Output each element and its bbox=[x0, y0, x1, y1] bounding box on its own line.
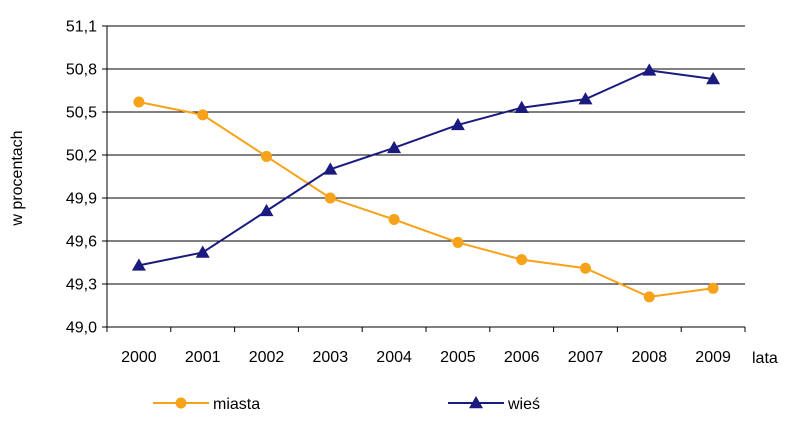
legend-marker-triangle bbox=[469, 396, 483, 409]
data-point-circle bbox=[388, 214, 400, 225]
data-point-triangle bbox=[387, 140, 402, 154]
axes bbox=[102, 25, 746, 332]
legend-entry: miasta bbox=[153, 396, 260, 413]
legend: miasta wieś bbox=[153, 396, 540, 413]
x-tick-label: 2004 bbox=[376, 349, 412, 366]
data-point-circle bbox=[452, 236, 464, 248]
series-line bbox=[138, 100, 714, 298]
data-point-circle bbox=[707, 282, 719, 294]
legend-label: miasta bbox=[213, 396, 260, 413]
data-point-circle bbox=[133, 96, 145, 108]
x-tick-label: 2003 bbox=[313, 349, 349, 366]
y-axis-label: w procentach bbox=[9, 130, 26, 226]
y-tick-label: 49,6 bbox=[66, 234, 97, 251]
data-point-triangle bbox=[450, 117, 465, 131]
data-point-circle bbox=[516, 254, 528, 266]
data-point-triangle bbox=[706, 72, 721, 85]
gridlines bbox=[107, 25, 745, 285]
x-tick-label: 2001 bbox=[185, 349, 221, 366]
data-point-triangle bbox=[323, 162, 338, 175]
x-tick-label: 2006 bbox=[504, 349, 540, 366]
y-tick-labels: 49,0 49,3 49,6 49,9 50,2 50,5 50,8 51,1 bbox=[66, 19, 97, 337]
series-circle bbox=[133, 96, 719, 303]
x-tick-label: 2009 bbox=[695, 349, 731, 366]
data-point-circle bbox=[261, 150, 272, 162]
y-tick-label: 49,3 bbox=[66, 277, 97, 294]
legend-marker-circle bbox=[175, 397, 187, 409]
data-point-triangle bbox=[514, 100, 529, 113]
data-point-triangle bbox=[642, 63, 657, 76]
x-tick-label: 2002 bbox=[249, 349, 285, 366]
data-point-circle bbox=[643, 291, 655, 303]
data-point-triangle bbox=[578, 92, 593, 105]
data-point-circle bbox=[580, 262, 591, 274]
data-point-triangle bbox=[195, 245, 210, 258]
y-tick-label: 49,9 bbox=[66, 191, 97, 208]
x-tick-labels: 2000 2001 2002 2003 2004 2005 2006 2007 2008 2009 bbox=[121, 349, 731, 366]
y-tick-label: 49,0 bbox=[66, 320, 97, 337]
series-lines bbox=[131, 63, 721, 303]
data-point-triangle bbox=[131, 258, 146, 271]
x-axis-label: lata bbox=[752, 350, 778, 367]
data-point-circle bbox=[324, 192, 336, 204]
y-tick-label: 51,1 bbox=[66, 19, 97, 36]
y-tick-label: 50,5 bbox=[66, 105, 97, 122]
x-tick-label: 2007 bbox=[568, 349, 604, 366]
x-tick-label: 2005 bbox=[440, 349, 476, 366]
x-tick-label: 2000 bbox=[121, 349, 157, 366]
data-point-triangle bbox=[259, 203, 274, 217]
data-point-circle bbox=[197, 109, 209, 121]
series-triangle bbox=[131, 63, 721, 271]
series-line bbox=[138, 69, 714, 267]
legend-entry: wieś bbox=[448, 396, 540, 413]
x-tick-label: 2008 bbox=[632, 349, 668, 366]
y-tick-label: 50,8 bbox=[66, 62, 97, 79]
y-tick-label: 50,2 bbox=[66, 148, 97, 165]
legend-label: wieś bbox=[507, 396, 540, 413]
